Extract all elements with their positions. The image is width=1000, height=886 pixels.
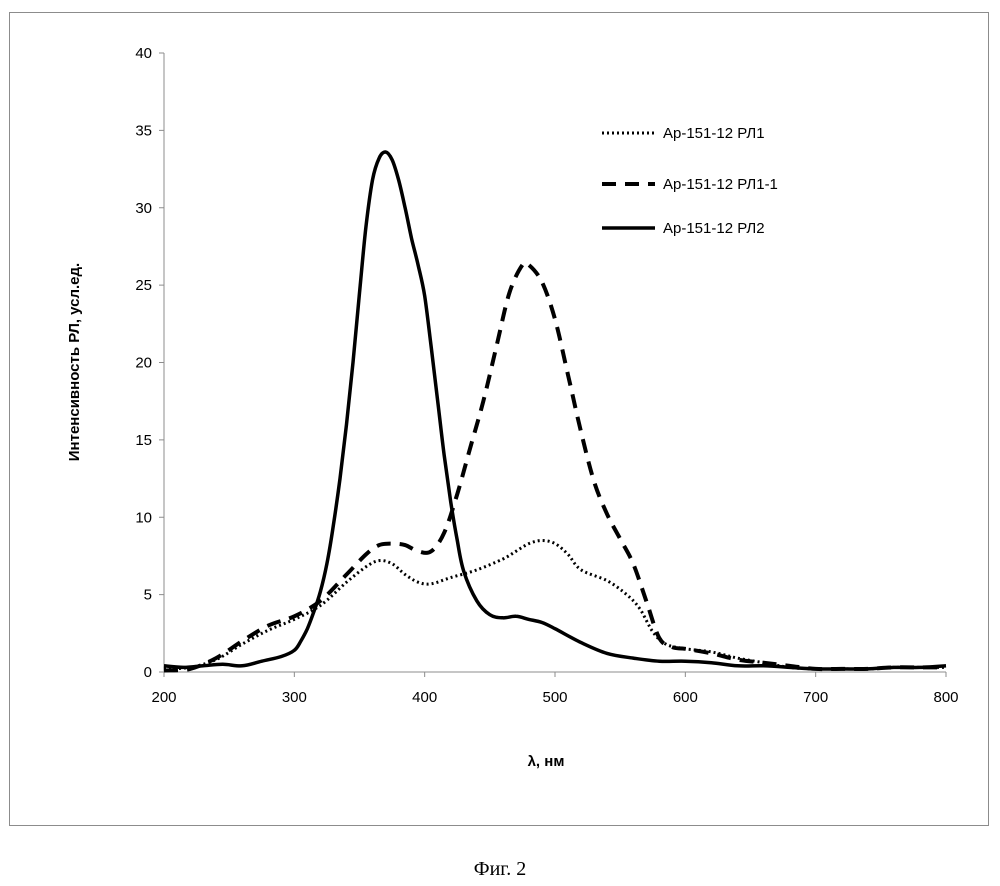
y-axis-title: Интенсивность РЛ, усл.ед.: [66, 263, 83, 461]
axes: 0 5 10 15 20 25 30 35 40 200 300 400 500 600 700 800: [135, 45, 958, 706]
y-tick-label: 40: [135, 45, 152, 62]
legend-label: Ар-151-12 РЛ2: [663, 220, 765, 237]
x-tick-label: 500: [542, 689, 567, 706]
y-tick-label: 20: [135, 355, 152, 372]
x-tick-label: 300: [282, 689, 307, 706]
y-tick-label: 30: [135, 200, 152, 217]
y-tick-label: 5: [144, 587, 152, 604]
series-line-solid: [163, 150, 947, 671]
y-tick-label: 35: [135, 122, 152, 139]
figure-caption: Фиг. 2: [473, 858, 527, 880]
series-line-dotted: [163, 539, 946, 671]
x-tick-label: 400: [412, 689, 437, 706]
series-line-dashed: [163, 260, 946, 673]
x-tick-label: 200: [151, 689, 176, 706]
x-tick-label: 600: [673, 689, 698, 706]
x-axis-title: λ, нм: [528, 753, 565, 770]
y-tick-label: 10: [135, 509, 152, 526]
x-tick-label: 700: [803, 689, 828, 706]
y-tick-label: 15: [135, 432, 152, 449]
x-tick-label: 800: [933, 689, 958, 706]
series-layer: [163, 150, 947, 673]
legend-label: Ар-151-12 РЛ1: [663, 125, 765, 142]
figure-frame: [9, 12, 989, 826]
legend-label: Ар-151-12 РЛ1-1: [663, 176, 778, 193]
legend: Ар-151-12 РЛ1 Ар-151-12 РЛ1-1 Ар-151-12 РЛ…: [602, 125, 778, 237]
y-tick-label: 0: [144, 664, 152, 681]
y-tick-label: 25: [135, 277, 152, 294]
